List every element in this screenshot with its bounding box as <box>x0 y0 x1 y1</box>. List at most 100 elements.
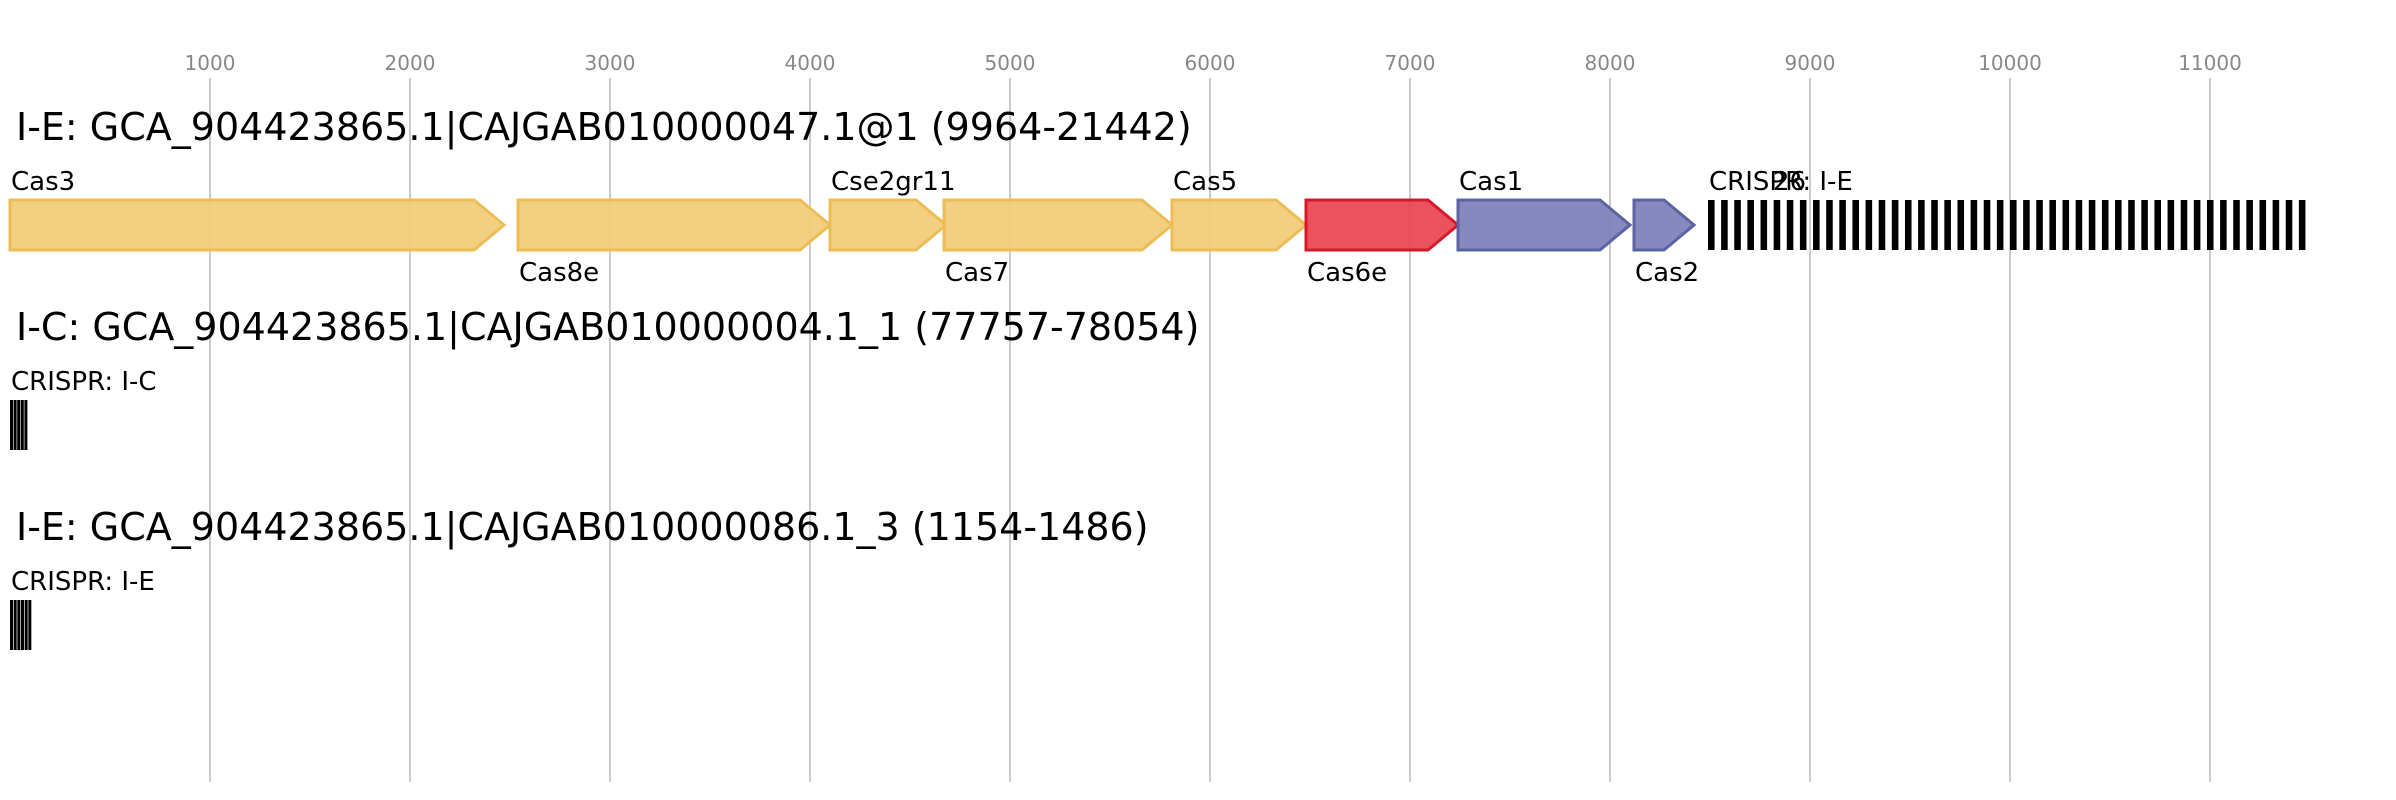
crispr-repeat <box>1813 200 1820 250</box>
tick-label: 2000 <box>385 51 436 75</box>
crispr-repeat <box>17 400 21 450</box>
crispr-repeat <box>1904 200 1912 250</box>
locus-rows: I-E: GCA_904423865.1|CAJGAB010000047.1@1… <box>8 105 2306 650</box>
crispr-repeat <box>1760 200 1768 250</box>
tick-label: 4000 <box>785 51 836 75</box>
feature-label: Cas6e <box>1307 258 1387 288</box>
gene-arrow-cas3 <box>8 198 507 252</box>
tick-label: 1000 <box>185 51 236 75</box>
crispr-repeat <box>1852 200 1859 250</box>
crispr-repeat <box>10 600 13 650</box>
crispr-array <box>1708 200 2306 250</box>
crispr-repeat <box>2193 200 2201 250</box>
crispr-repeat <box>2036 200 2043 250</box>
crispr-repeat <box>1944 200 1951 250</box>
feature-label: CRISPR: I-C <box>11 367 157 397</box>
crispr-repeat <box>10 400 13 450</box>
crispr-array <box>10 400 28 450</box>
tick-label: 8000 <box>1585 51 1636 75</box>
crispr-repeat <box>2233 200 2240 250</box>
locus-title: I-E: GCA_904423865.1|CAJGAB010000086.1_3… <box>16 505 1149 550</box>
crispr-repeat <box>2010 200 2017 250</box>
crispr-repeat <box>1865 200 1873 250</box>
tick-label: 7000 <box>1385 51 1436 75</box>
tick-label: 6000 <box>1185 51 1236 75</box>
gene-arrow-cas6e <box>1304 198 1461 252</box>
tick-label: 9000 <box>1785 51 1836 75</box>
crispr-repeat <box>1931 200 1938 250</box>
feature-label: Cas7 <box>945 258 1009 288</box>
crispr-repeat <box>13 600 17 650</box>
crispr-repeat <box>1957 200 1965 250</box>
gene-arrow-cas1 <box>1456 198 1633 252</box>
crispr-array <box>10 600 32 650</box>
feature-label: Cas1 <box>1459 167 1523 197</box>
gene-arrow-cas2 <box>1632 198 1697 252</box>
locus-row: I-E: GCA_904423865.1|CAJGAB010000047.1@1… <box>8 105 2306 288</box>
crispr-repeat <box>2272 200 2280 250</box>
crispr-repeat <box>1799 200 1807 250</box>
crispr-repeat <box>13 400 17 450</box>
crispr-repeat <box>2285 200 2293 250</box>
gene-arrow-cse2gr11 <box>828 198 949 252</box>
crispr-repeat <box>2049 200 2056 250</box>
crispr-repeat <box>2180 200 2188 250</box>
crispr-repeat <box>2246 200 2253 250</box>
tick-label: 10000 <box>1978 51 2042 75</box>
crispr-repeat <box>2062 200 2070 250</box>
gene-arrow-cas8e <box>516 198 833 252</box>
crispr-repeat <box>2220 200 2227 250</box>
feature-label: Cas5 <box>1173 167 1237 197</box>
crispr-repeat <box>2167 200 2175 250</box>
crispr-repeat <box>28 600 32 650</box>
crispr-repeat <box>2088 200 2096 250</box>
tick-label: 3000 <box>585 51 636 75</box>
crispr-repeat <box>2141 200 2148 250</box>
feature-label: CRISPR: I-E <box>1709 167 1853 197</box>
feature-label: Cse2gr11 <box>831 167 956 197</box>
feature-label: Cas8e <box>519 258 599 288</box>
feature-label: Cas3 <box>11 167 75 197</box>
crispr-repeat <box>21 600 24 650</box>
crispr-repeat <box>2075 200 2083 250</box>
crispr-repeat <box>1773 200 1781 250</box>
locus-title: I-E: GCA_904423865.1|CAJGAB010000047.1@1… <box>16 105 1192 150</box>
crispr-repeat <box>24 400 28 450</box>
feature-label: Cas2 <box>1635 258 1699 288</box>
crispr-repeat <box>1996 200 2004 250</box>
crispr-repeat <box>1983 200 1991 250</box>
feature-label: CRISPR: I-E <box>11 567 155 597</box>
crispr-repeat <box>2128 200 2135 250</box>
crispr-repeat <box>1747 200 1754 250</box>
locus-title: I-C: GCA_904423865.1|CAJGAB010000004.1_1… <box>16 305 1199 350</box>
gridlines <box>209 78 2211 782</box>
crispr-repeat <box>2206 200 2214 250</box>
crispr-repeat <box>24 600 28 650</box>
tick-label: 5000 <box>985 51 1036 75</box>
crispr-count-label: 26 <box>1773 167 1806 197</box>
crispr-repeat <box>2101 200 2109 250</box>
locus-row: I-C: GCA_904423865.1|CAJGAB010000004.1_1… <box>10 305 1199 450</box>
crispr-repeat <box>17 600 21 650</box>
gene-arrow-cas5 <box>1170 198 1309 252</box>
crispr-repeat <box>1786 200 1794 250</box>
crispr-repeat <box>20 400 24 450</box>
crispr-repeat <box>2154 200 2161 250</box>
crispr-repeat <box>2259 200 2267 250</box>
crispr-repeat <box>1891 200 1899 250</box>
tick-label: 11000 <box>2178 51 2242 75</box>
locus-row: I-E: GCA_904423865.1|CAJGAB010000086.1_3… <box>10 505 1149 650</box>
crispr-repeat <box>1878 200 1886 250</box>
crispr-repeat <box>1839 200 1846 250</box>
crispr-repeat <box>1970 200 1978 250</box>
crispr-repeat <box>2023 200 2030 250</box>
crispr-repeat <box>2115 200 2122 250</box>
axis-ticks: 1000 2000 3000 4000 5000 6000 7000 8000 9000 1000… <box>185 51 2242 75</box>
crispr-repeat <box>1721 200 1728 250</box>
crispr-repeat <box>1708 200 1715 250</box>
gene-arrow-cas7 <box>942 198 1175 252</box>
crispr-repeat <box>1918 200 1925 250</box>
crispr-repeat <box>1734 200 1741 250</box>
crispr-repeat <box>2298 200 2306 250</box>
